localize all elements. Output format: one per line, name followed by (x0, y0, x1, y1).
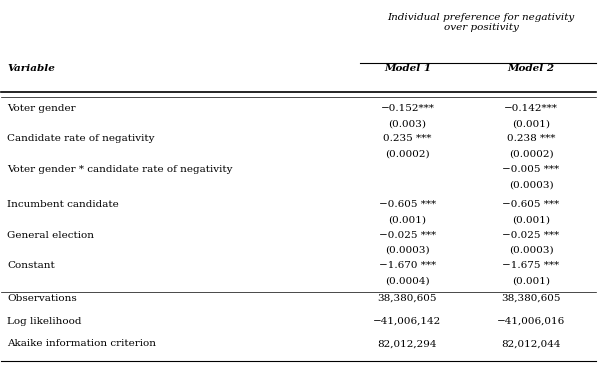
Text: Candidate rate of negativity: Candidate rate of negativity (7, 134, 155, 143)
Text: −1.670 ***: −1.670 *** (379, 261, 436, 270)
Text: Variable: Variable (7, 64, 55, 74)
Text: Voter gender: Voter gender (7, 104, 76, 113)
Text: 82,012,294: 82,012,294 (378, 340, 437, 348)
Text: −0.025 ***: −0.025 *** (503, 231, 559, 240)
Text: Voter gender * candidate rate of negativity: Voter gender * candidate rate of negativ… (7, 165, 233, 174)
Text: Individual preference for negativity
over positivity: Individual preference for negativity ove… (388, 13, 574, 32)
Text: (0.0003): (0.0003) (385, 246, 429, 255)
Text: Model 1: Model 1 (384, 64, 431, 74)
Text: (0.001): (0.001) (512, 276, 550, 286)
Text: General election: General election (7, 231, 94, 240)
Text: −0.142***: −0.142*** (504, 104, 558, 113)
Text: −0.605 ***: −0.605 *** (503, 200, 559, 209)
Text: Model 2: Model 2 (507, 64, 555, 74)
Text: (0.001): (0.001) (388, 216, 426, 224)
Text: (0.0002): (0.0002) (509, 150, 553, 159)
Text: −0.605 ***: −0.605 *** (379, 200, 436, 209)
Text: −41,006,142: −41,006,142 (373, 317, 441, 326)
Text: (0.0003): (0.0003) (509, 246, 553, 255)
Text: −0.025 ***: −0.025 *** (379, 231, 436, 240)
Text: 38,380,605: 38,380,605 (378, 294, 437, 303)
Text: 0.238 ***: 0.238 *** (507, 134, 555, 143)
Text: Incumbent candidate: Incumbent candidate (7, 200, 119, 209)
Text: (0.0003): (0.0003) (509, 180, 553, 189)
Text: (0.001): (0.001) (512, 216, 550, 224)
Text: −41,006,016: −41,006,016 (497, 317, 565, 326)
Text: −0.152***: −0.152*** (380, 104, 434, 113)
Text: 82,012,044: 82,012,044 (501, 340, 561, 348)
Text: Observations: Observations (7, 294, 77, 303)
Text: −1.675 ***: −1.675 *** (503, 261, 559, 270)
Text: (0.001): (0.001) (512, 119, 550, 128)
Text: (0.0004): (0.0004) (385, 276, 429, 286)
Text: Akaike information criterion: Akaike information criterion (7, 340, 156, 348)
Text: (0.003): (0.003) (388, 119, 426, 128)
Text: 0.235 ***: 0.235 *** (383, 134, 432, 143)
Text: −0.005 ***: −0.005 *** (503, 165, 559, 174)
Text: (0.0002): (0.0002) (385, 150, 429, 159)
Text: Log likelihood: Log likelihood (7, 317, 82, 326)
Text: 38,380,605: 38,380,605 (501, 294, 561, 303)
Text: Constant: Constant (7, 261, 55, 270)
